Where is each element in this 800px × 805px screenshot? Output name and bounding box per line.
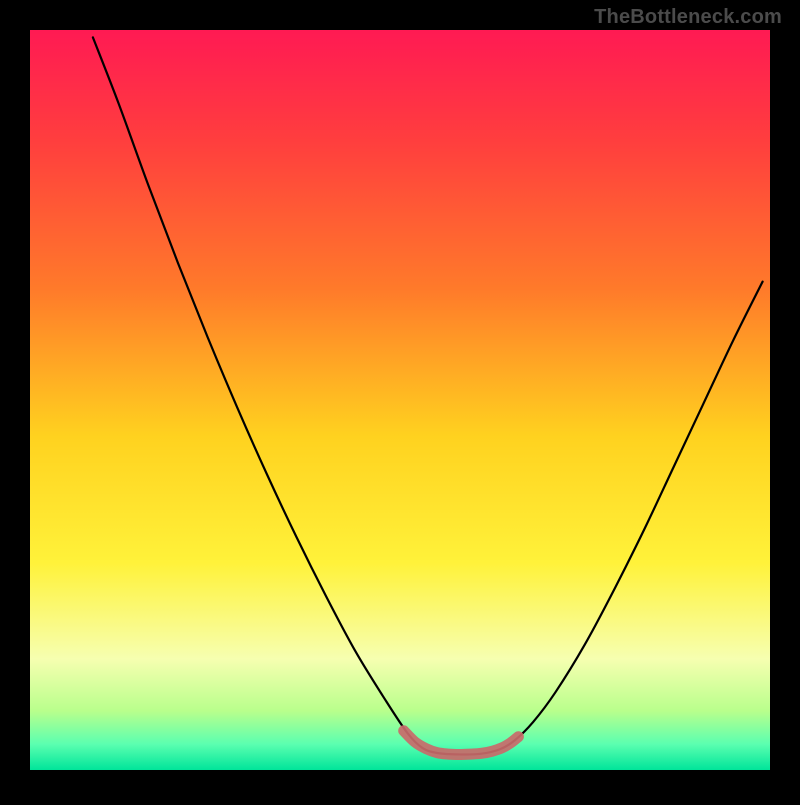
- bottleneck-chart: [0, 0, 800, 800]
- attribution-text: TheBottleneck.com: [594, 6, 782, 29]
- chart-svg: [0, 0, 800, 800]
- chart-gradient-bg: [30, 30, 770, 770]
